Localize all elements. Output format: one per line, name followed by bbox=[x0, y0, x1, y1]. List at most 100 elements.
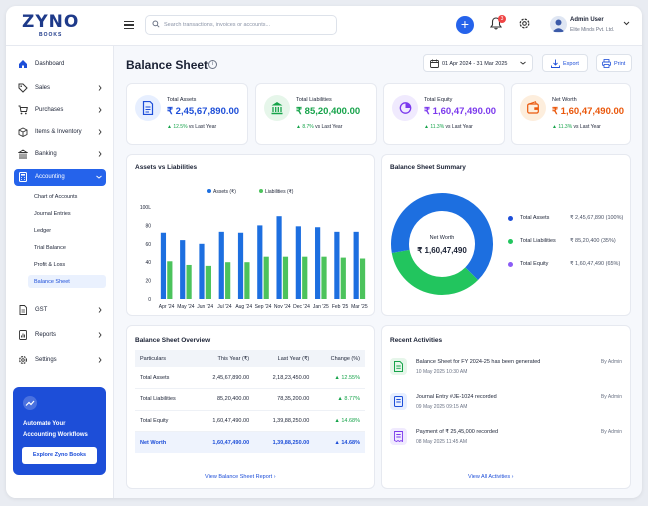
bar-liabilities[interactable] bbox=[205, 265, 211, 299]
bar-assets[interactable] bbox=[199, 243, 205, 299]
activity-item[interactable]: Payment of ₹ 25,45,000 recorded 08 May 2… bbox=[390, 428, 622, 458]
promo-line-1: Automate Your bbox=[23, 421, 66, 427]
sidebar-item-purchases[interactable]: Purchases bbox=[14, 102, 106, 119]
export-button[interactable]: Export bbox=[542, 54, 588, 72]
table-row: Total Equity 1,60,47,490.00 1,39,88,250.… bbox=[135, 410, 365, 432]
donut-hole bbox=[409, 211, 475, 277]
sidebar-item-banking[interactable]: Banking bbox=[14, 146, 106, 163]
kpi-delta-suffix: vs Last Year bbox=[445, 124, 473, 130]
bank-icon bbox=[18, 149, 28, 159]
sidebar-item-dashboard[interactable]: Dashboard bbox=[14, 56, 106, 73]
bar-assets[interactable] bbox=[160, 232, 167, 299]
change-value: 14.68% bbox=[341, 417, 360, 424]
calculator-icon bbox=[19, 172, 27, 182]
view-all-activities-link[interactable]: View All Activities › bbox=[468, 474, 514, 480]
this-year-cell: 2,45,67,890.00 bbox=[193, 367, 255, 389]
bar-liabilities[interactable] bbox=[340, 257, 346, 299]
sidebar-item-label: Items & Inventory bbox=[35, 129, 82, 135]
subitem-label: Balance Sheet bbox=[34, 279, 70, 285]
add-new-button[interactable]: + bbox=[456, 16, 474, 34]
home-icon bbox=[19, 60, 27, 68]
sidebar-item-gst[interactable]: GST bbox=[14, 302, 106, 319]
explore-button[interactable]: Explore Zyno Books bbox=[22, 447, 97, 464]
sidebar-subitem-profit-loss[interactable]: Profit & Loss bbox=[28, 258, 106, 271]
sidebar-subitem-balance-sheet[interactable]: Balance Sheet bbox=[28, 275, 106, 288]
bar-liabilities[interactable] bbox=[282, 256, 289, 299]
donut-slice-equity[interactable] bbox=[391, 193, 493, 281]
donut-center-value: ₹ 1,60,47,490 bbox=[417, 246, 467, 255]
top-bar: ZYNO BOOKS Search transactions, invoices… bbox=[6, 6, 642, 46]
bar-assets[interactable] bbox=[180, 240, 186, 299]
bar-assets[interactable] bbox=[295, 226, 301, 299]
table-row-net-worth: Net Worth 1,60,47,490.00 1,39,88,250.00 … bbox=[135, 431, 365, 453]
sidebar-subitem-trial-balance[interactable]: Trial Balance bbox=[28, 241, 106, 254]
y-tick-label: 60 bbox=[145, 242, 151, 248]
kpi-delta-suffix: vs Last Year bbox=[315, 124, 343, 130]
date-range-picker[interactable]: 01 Apr 2024 - 31 Mar 2025 bbox=[423, 54, 533, 72]
app-window: ZYNO BOOKS Search transactions, invoices… bbox=[6, 6, 642, 498]
legend-label: Liabilities (₹) bbox=[265, 189, 294, 195]
sidebar-subitem-chart-of-accounts[interactable]: Chart of Accounts bbox=[28, 190, 106, 203]
sidebar-subitem-ledger[interactable]: Ledger bbox=[28, 224, 106, 237]
sidebar-subitem-journal-entries[interactable]: Journal Entries bbox=[28, 207, 106, 220]
brand-logo[interactable]: ZYNO BOOKS bbox=[22, 14, 79, 39]
change-cell: ▲ 14.68% bbox=[314, 431, 365, 453]
bar-assets[interactable] bbox=[276, 216, 282, 299]
bar-liabilities[interactable] bbox=[263, 256, 269, 299]
summary-value: ₹ 85,20,400 (35%) bbox=[570, 238, 616, 244]
x-tick-label: Mar '25 bbox=[351, 304, 368, 310]
bar-liabilities[interactable] bbox=[186, 264, 192, 299]
gear-icon[interactable] bbox=[518, 17, 531, 30]
donut-chart bbox=[391, 193, 493, 295]
sidebar-item-items-inventory[interactable]: Items & Inventory bbox=[14, 124, 106, 141]
y-tick-label: 100L bbox=[140, 205, 151, 211]
this-year-cell: 85,20,400.00 bbox=[193, 388, 255, 411]
donut-slice-liabilities[interactable] bbox=[391, 249, 479, 295]
x-tick-label: Sep '24 bbox=[255, 304, 272, 310]
bar-liabilities[interactable] bbox=[321, 256, 327, 299]
chevron-down-icon[interactable] bbox=[623, 21, 630, 26]
user-name[interactable]: Admin User bbox=[570, 17, 604, 23]
view-all-label: View All Activities bbox=[468, 474, 511, 480]
bar-assets[interactable] bbox=[334, 231, 340, 299]
bar-liabilities[interactable] bbox=[359, 258, 366, 299]
activity-item[interactable]: Journal Entry #JE-1024 recorded 09 May 2… bbox=[390, 393, 622, 423]
y-tick-label: 80 bbox=[145, 223, 151, 229]
activity-date: 08 May 2025 11:45 AM bbox=[416, 439, 468, 445]
sidebar: Dashboard Sales Purchases Items & Invent… bbox=[6, 46, 114, 498]
legend-dot bbox=[508, 239, 513, 244]
sidebar-item-accounting[interactable]: Accounting bbox=[14, 169, 106, 186]
sidebar-item-settings[interactable]: Settings bbox=[14, 352, 106, 369]
avatar[interactable] bbox=[550, 16, 567, 33]
bar-liabilities[interactable] bbox=[225, 262, 231, 299]
bar-assets[interactable] bbox=[237, 232, 244, 299]
sidebar-item-label: Accounting bbox=[35, 174, 65, 180]
bar-assets[interactable] bbox=[257, 225, 263, 299]
chevron-down-icon bbox=[520, 61, 526, 65]
sidebar-item-sales[interactable]: Sales bbox=[14, 80, 106, 97]
calendar-icon bbox=[430, 59, 439, 68]
chevron-right-icon bbox=[98, 357, 102, 363]
page-title: Balance Sheet bbox=[126, 58, 209, 72]
menu-icon[interactable] bbox=[124, 21, 134, 29]
bar-liabilities[interactable] bbox=[302, 256, 308, 299]
bar-assets[interactable] bbox=[353, 231, 359, 299]
bank-icon bbox=[264, 95, 290, 121]
summary-label: Total Equity bbox=[520, 261, 549, 267]
activities-card: Recent Activities Balance Sheet for FY 2… bbox=[381, 325, 631, 489]
chevron-right-icon bbox=[98, 332, 102, 338]
sidebar-item-reports[interactable]: Reports bbox=[14, 327, 106, 344]
sidebar-item-label: Reports bbox=[35, 332, 57, 338]
change-cell: ▲ 12.55% bbox=[314, 367, 365, 389]
bar-liabilities[interactable] bbox=[244, 262, 250, 299]
search-input[interactable]: Search transactions, invoices or account… bbox=[145, 15, 337, 35]
summary-label: Total Liabilities bbox=[520, 238, 556, 244]
kpi-value: ₹ 85,20,400.00 bbox=[296, 106, 361, 117]
print-button[interactable]: Print bbox=[596, 54, 632, 72]
view-report-link[interactable]: View Balance Sheet Report › bbox=[205, 474, 276, 480]
activity-item[interactable]: Balance Sheet for FY 2024-25 has been ge… bbox=[390, 358, 622, 388]
bar-assets[interactable] bbox=[315, 227, 321, 299]
info-icon[interactable]: i bbox=[208, 60, 217, 69]
bar-assets[interactable] bbox=[218, 231, 224, 299]
bar-liabilities[interactable] bbox=[167, 261, 173, 299]
